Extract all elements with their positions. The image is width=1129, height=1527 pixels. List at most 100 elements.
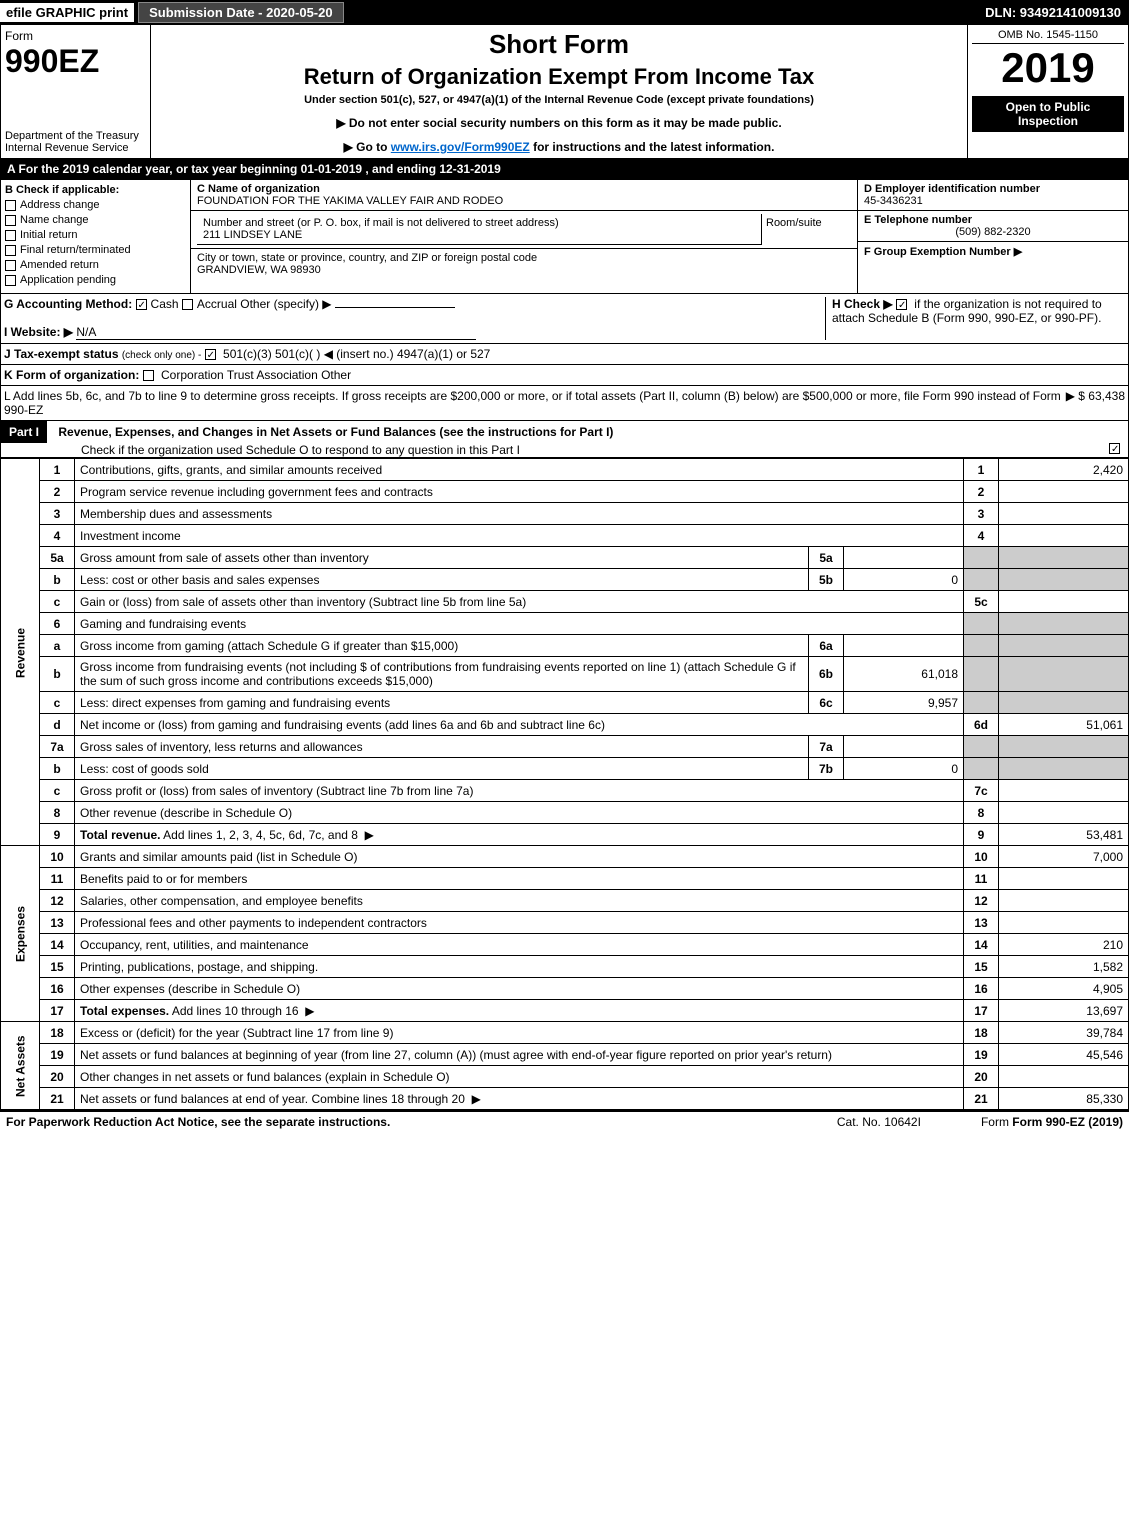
table-row: 12Salaries, other compensation, and empl… [1, 890, 1129, 912]
applicable-checkbox[interactable] [5, 260, 16, 271]
line-amount: 1,582 [999, 956, 1129, 978]
num-shaded [964, 635, 999, 657]
line-num-col: 3 [964, 503, 999, 525]
table-row: 2Program service revenue including gover… [1, 481, 1129, 503]
table-row: 6Gaming and fundraising events [1, 613, 1129, 635]
table-row: dNet income or (loss) from gaming and fu… [1, 714, 1129, 736]
section-side-label: Revenue [1, 459, 40, 846]
tax-year: 2019 [972, 44, 1124, 92]
table-row: bGross income from fundraising events (n… [1, 657, 1129, 692]
inner-amount: 0 [844, 569, 964, 591]
entity-info-grid: B Check if applicable: Address changeNam… [0, 180, 1129, 294]
omb-number: OMB No. 1545-1150 [972, 29, 1124, 44]
table-row: 16Other expenses (describe in Schedule O… [1, 978, 1129, 1000]
line-desc: Printing, publications, postage, and shi… [75, 956, 964, 978]
line-desc: Gain or (loss) from sale of assets other… [75, 591, 964, 613]
table-row: 11Benefits paid to or for members11 [1, 868, 1129, 890]
row-a-tax-year: A For the 2019 calendar year, or tax yea… [0, 159, 1129, 180]
line-amount: 2,420 [999, 459, 1129, 481]
line-desc: Other changes in net assets or fund bala… [75, 1066, 964, 1088]
line-desc: Gaming and fundraising events [75, 613, 964, 635]
table-row: Net Assets18Excess or (deficit) for the … [1, 1022, 1129, 1044]
street-value: 211 LINDSEY LANE [203, 229, 302, 241]
line-num-col: 12 [964, 890, 999, 912]
checkbox-line: Address change [5, 199, 186, 211]
table-row: cGross profit or (loss) from sales of in… [1, 780, 1129, 802]
return-title: Return of Organization Exempt From Incom… [155, 64, 963, 90]
line-num-col: 20 [964, 1066, 999, 1088]
line-num-col: 14 [964, 934, 999, 956]
line-num-col: 11 [964, 868, 999, 890]
line-num-col: 17 [964, 1000, 999, 1022]
line-num-col: 4 [964, 525, 999, 547]
table-row: 20Other changes in net assets or fund ba… [1, 1066, 1129, 1088]
org-name: FOUNDATION FOR THE YAKIMA VALLEY FAIR AN… [197, 195, 503, 207]
applicable-checkbox[interactable] [5, 245, 16, 256]
line-desc: Professional fees and other payments to … [75, 912, 964, 934]
applicable-checkbox[interactable] [5, 230, 16, 241]
line-number: 1 [40, 459, 75, 481]
part1-title: Revenue, Expenses, and Changes in Net As… [50, 425, 613, 439]
line-number: c [40, 591, 75, 613]
irs-link[interactable]: www.irs.gov/Form990EZ [391, 140, 530, 154]
section-side-label: Net Assets [1, 1022, 40, 1110]
amt-shaded [999, 635, 1129, 657]
ein-label: D Employer identification number [864, 183, 1040, 195]
city-value: GRANDVIEW, WA 98930 [197, 264, 321, 276]
table-row: 13Professional fees and other payments t… [1, 912, 1129, 934]
inner-amount: 61,018 [844, 657, 964, 692]
line-number: 16 [40, 978, 75, 1000]
501c3-checkbox[interactable] [205, 349, 216, 360]
cash-checkbox[interactable] [136, 299, 147, 310]
street-label: Number and street (or P. O. box, if mail… [203, 217, 559, 229]
room-label: Room/suite [766, 217, 822, 229]
table-row: cGain or (loss) from sale of assets othe… [1, 591, 1129, 613]
line-desc: Grants and similar amounts paid (list in… [75, 846, 964, 868]
inner-line-number: 7a [809, 736, 844, 758]
checkbox-line: Initial return [5, 229, 186, 241]
line-amount [999, 481, 1129, 503]
accrual-checkbox[interactable] [182, 299, 193, 310]
schedule-o-checkbox[interactable] [1109, 443, 1120, 454]
applicable-checkbox[interactable] [5, 200, 16, 211]
amt-shaded [999, 736, 1129, 758]
part1-check-text: Check if the organization used Schedule … [81, 443, 1109, 457]
line-number: 17 [40, 1000, 75, 1022]
corp-checkbox[interactable] [143, 370, 154, 381]
num-shaded [964, 758, 999, 780]
line-desc: Membership dues and assessments [75, 503, 964, 525]
line-amount: 85,330 [999, 1088, 1129, 1110]
line-desc: Excess or (deficit) for the year (Subtra… [75, 1022, 964, 1044]
table-row: 8Other revenue (describe in Schedule O)8 [1, 802, 1129, 824]
inner-line-number: 5b [809, 569, 844, 591]
line-desc: Other expenses (describe in Schedule O) [75, 978, 964, 1000]
line-amount [999, 503, 1129, 525]
applicable-checkbox[interactable] [5, 275, 16, 286]
h-checkbox[interactable] [896, 299, 907, 310]
line-num-col: 5c [964, 591, 999, 613]
line-number: 19 [40, 1044, 75, 1066]
line-number: 7a [40, 736, 75, 758]
form-header: Form 990EZ Department of the Treasury In… [0, 24, 1129, 159]
line-number: c [40, 692, 75, 714]
applicable-checkbox[interactable] [5, 215, 16, 226]
line-desc: Gross sales of inventory, less returns a… [75, 736, 809, 758]
line-desc: Benefits paid to or for members [75, 868, 964, 890]
line-desc: Less: cost of goods sold [75, 758, 809, 780]
inner-amount [844, 547, 964, 569]
line-desc: Occupancy, rent, utilities, and maintena… [75, 934, 964, 956]
line-number: 18 [40, 1022, 75, 1044]
checkbox-line: Application pending [5, 274, 186, 286]
topbar: efile GRAPHIC print Submission Date - 20… [0, 0, 1129, 24]
line-number: 11 [40, 868, 75, 890]
efile-print-label[interactable]: efile GRAPHIC print [0, 3, 134, 22]
part1-label: Part I [1, 421, 47, 443]
org-name-label: C Name of organization [197, 183, 320, 195]
table-row: 14Occupancy, rent, utilities, and mainte… [1, 934, 1129, 956]
checkbox-line: Name change [5, 214, 186, 226]
line-amount: 51,061 [999, 714, 1129, 736]
table-row: 15Printing, publications, postage, and s… [1, 956, 1129, 978]
line-amount [999, 890, 1129, 912]
inner-line-number: 5a [809, 547, 844, 569]
num-shaded [964, 657, 999, 692]
